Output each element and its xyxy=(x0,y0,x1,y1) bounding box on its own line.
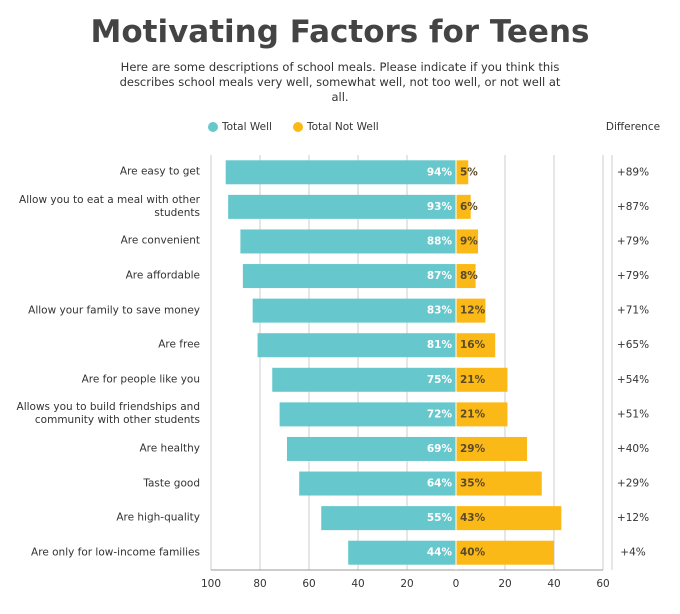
category-label: Are easy to get xyxy=(119,165,200,178)
x-tick-label: 0 xyxy=(453,578,460,590)
bar xyxy=(456,367,508,392)
difference-label: +29% xyxy=(617,478,649,490)
difference-label: +40% xyxy=(617,443,649,455)
value-label: 93% xyxy=(427,201,453,213)
chart-title: Motivating Factors for Teens xyxy=(90,14,590,50)
bar xyxy=(286,436,456,461)
value-label: 81% xyxy=(427,339,453,351)
value-label: 94% xyxy=(427,166,453,178)
value-label: 8% xyxy=(460,270,478,282)
category-label: Allow your family to save money xyxy=(28,304,200,317)
difference-label: +87% xyxy=(617,201,649,213)
difference-label: +54% xyxy=(617,374,649,386)
value-label: 21% xyxy=(460,374,486,386)
category-label: Are healthy xyxy=(139,442,200,455)
difference-label: +89% xyxy=(617,166,649,178)
x-tick-label: 60 xyxy=(302,578,315,590)
category-label: Are convenient xyxy=(120,234,200,247)
value-label: 64% xyxy=(427,478,453,490)
x-tick-label: 80 xyxy=(253,578,266,590)
value-label: 9% xyxy=(460,235,478,247)
category-label: Are high-quality xyxy=(116,511,200,524)
value-label: 55% xyxy=(427,512,453,524)
value-label: 88% xyxy=(427,235,453,247)
difference-label: +51% xyxy=(617,408,649,420)
value-label: 5% xyxy=(460,166,478,178)
bar xyxy=(225,160,456,185)
bar xyxy=(456,333,496,358)
category-label: Allow you to eat a meal with other stude… xyxy=(19,193,200,219)
value-label: 75% xyxy=(427,374,453,386)
category-label: Are free xyxy=(158,338,200,351)
category-label: Are affordable xyxy=(125,269,200,282)
value-label: 21% xyxy=(460,408,486,420)
category-label: Allows you to build friendships and comm… xyxy=(16,401,200,427)
chart-subtitle: Here are some descriptions of school mea… xyxy=(119,60,561,104)
value-label: 44% xyxy=(427,547,453,559)
difference-label: +4% xyxy=(620,547,645,559)
x-tick-label: 40 xyxy=(547,578,560,590)
legend-swatch xyxy=(293,122,303,132)
x-tick-label: 100 xyxy=(201,578,221,590)
x-tick-label: 20 xyxy=(400,578,413,590)
legend-label: Total Well xyxy=(221,121,272,133)
value-label: 6% xyxy=(460,201,478,213)
value-label: 29% xyxy=(460,443,486,455)
difference-label: +79% xyxy=(617,235,649,247)
category-label: Are for people like you xyxy=(81,373,200,386)
bar xyxy=(456,194,471,219)
x-tick-label: 40 xyxy=(351,578,364,590)
category-label: Taste good xyxy=(143,477,200,490)
bar xyxy=(279,402,456,427)
bar xyxy=(456,264,476,289)
bar xyxy=(456,229,479,254)
value-label: 40% xyxy=(460,547,486,559)
bar xyxy=(348,540,456,565)
value-label: 43% xyxy=(460,512,486,524)
bar xyxy=(252,298,456,323)
value-label: 12% xyxy=(460,305,486,317)
difference-label: +71% xyxy=(617,305,649,317)
x-tick-label: 20 xyxy=(498,578,511,590)
bar xyxy=(299,471,456,496)
x-tick-label: 60 xyxy=(596,578,609,590)
difference-label: +12% xyxy=(617,512,649,524)
difference-label: +65% xyxy=(617,339,649,351)
bar xyxy=(456,471,542,496)
bar xyxy=(321,506,456,531)
bar xyxy=(272,367,456,392)
value-label: 87% xyxy=(427,270,453,282)
difference-title: Difference xyxy=(606,121,660,133)
value-label: 69% xyxy=(427,443,453,455)
value-label: 72% xyxy=(427,408,453,420)
legend-swatch xyxy=(208,122,218,132)
legend-label: Total Not Well xyxy=(306,121,379,133)
difference-label: +79% xyxy=(617,270,649,282)
bar xyxy=(456,506,562,531)
bar xyxy=(456,402,508,427)
bar xyxy=(456,436,528,461)
value-label: 16% xyxy=(460,339,486,351)
bar xyxy=(257,333,456,358)
bar xyxy=(240,229,456,254)
bar xyxy=(456,298,486,323)
value-label: 83% xyxy=(427,305,453,317)
value-label: 35% xyxy=(460,478,486,490)
bar xyxy=(242,264,456,289)
category-label: Are only for low-income families xyxy=(31,546,200,559)
bar xyxy=(228,194,456,219)
bar xyxy=(456,160,469,185)
bar xyxy=(456,540,554,565)
